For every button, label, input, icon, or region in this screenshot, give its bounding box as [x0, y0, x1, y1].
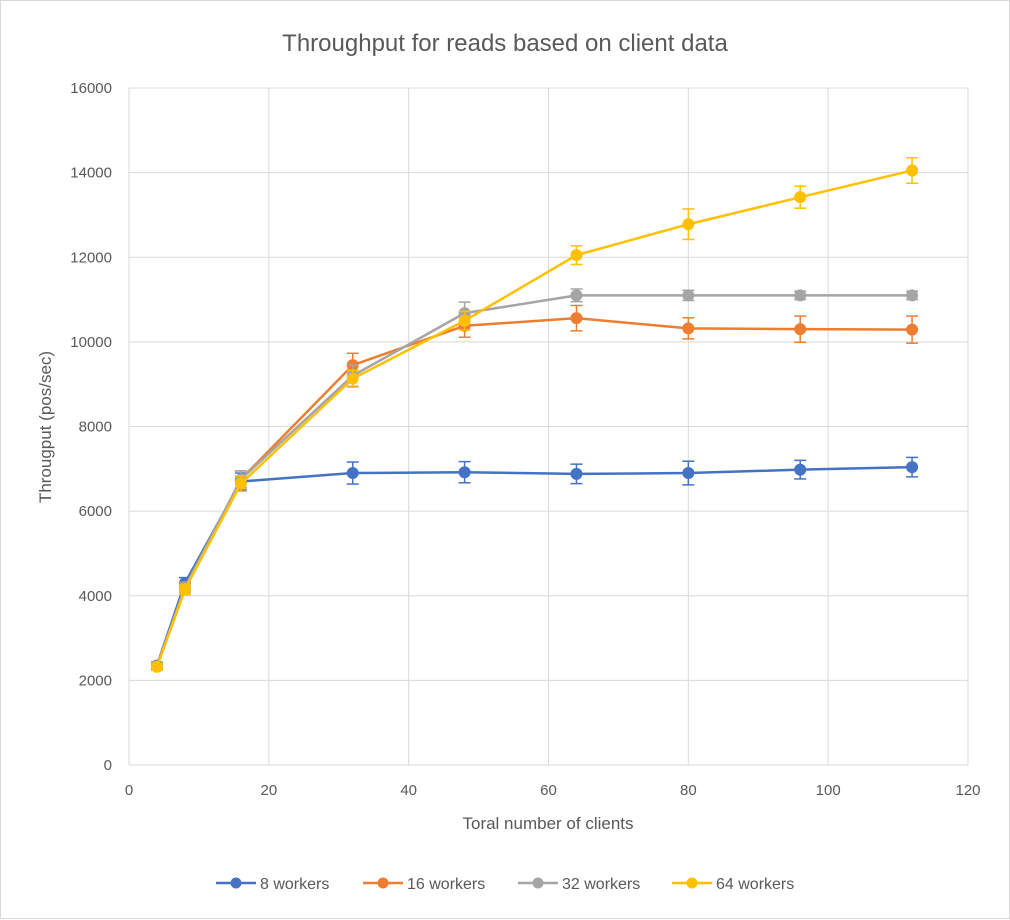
gridlines — [128, 87, 969, 766]
legend-marker — [532, 877, 544, 889]
y-axis-label: Througput (pos/sec) — [36, 351, 55, 503]
data-point — [570, 312, 583, 325]
x-tick-label: 60 — [540, 782, 557, 799]
data-point — [458, 466, 471, 479]
axis-ticks: 0 20 40 60 80 100 120 0 2000 4000 6000 8000 10000 120… — [70, 80, 980, 799]
data-point — [570, 289, 583, 302]
series-line — [155, 465, 913, 666]
data-point — [682, 322, 695, 335]
data-point — [150, 660, 163, 673]
data-point — [234, 477, 247, 490]
y-tick-label: 12000 — [70, 249, 112, 266]
y-tick-label: 0 — [104, 757, 112, 774]
series-line — [155, 169, 913, 668]
data-point — [906, 289, 919, 302]
plot-area — [150, 157, 919, 673]
x-tick-label: 80 — [680, 782, 697, 799]
x-tick-label: 100 — [816, 782, 841, 799]
data-point — [682, 467, 695, 480]
legend-marker — [686, 877, 698, 889]
data-point — [794, 463, 807, 476]
legend-label: 16 workers — [407, 876, 485, 893]
data-point — [570, 249, 583, 262]
data-point — [570, 467, 583, 480]
x-axis-label: Toral number of clients — [462, 814, 633, 833]
data-point — [906, 461, 919, 474]
data-point — [346, 467, 359, 480]
data-point — [682, 218, 695, 231]
series-line — [155, 294, 913, 667]
data-point — [794, 191, 807, 204]
x-tick-label: 0 — [125, 782, 133, 799]
chart-title: Throughput for reads based on client dat… — [282, 30, 728, 57]
legend-marker — [377, 877, 389, 889]
y-tick-label: 16000 — [70, 80, 112, 97]
y-tick-label: 6000 — [79, 503, 112, 520]
series-line — [155, 316, 913, 667]
data-point — [794, 323, 807, 336]
y-tick-label: 4000 — [79, 588, 112, 605]
data-point — [906, 323, 919, 336]
data-point — [458, 314, 471, 327]
x-tick-label: 120 — [955, 782, 980, 799]
legend-marker — [230, 877, 242, 889]
legend-label: 8 workers — [260, 876, 329, 893]
data-point — [906, 164, 919, 177]
y-tick-label: 8000 — [79, 419, 112, 436]
legend-label: 64 workers — [716, 876, 794, 893]
y-tick-label: 2000 — [79, 672, 112, 689]
legend: 8 workers 16 workers 32 workers 64 workers — [216, 876, 794, 893]
x-tick-label: 40 — [400, 782, 417, 799]
x-tick-label: 20 — [260, 782, 277, 799]
data-point — [178, 583, 191, 596]
data-point — [346, 372, 359, 385]
data-point — [794, 289, 807, 302]
legend-label: 32 workers — [562, 876, 640, 893]
y-tick-label: 14000 — [70, 165, 112, 182]
y-tick-label: 10000 — [70, 334, 112, 351]
data-point — [682, 289, 695, 302]
